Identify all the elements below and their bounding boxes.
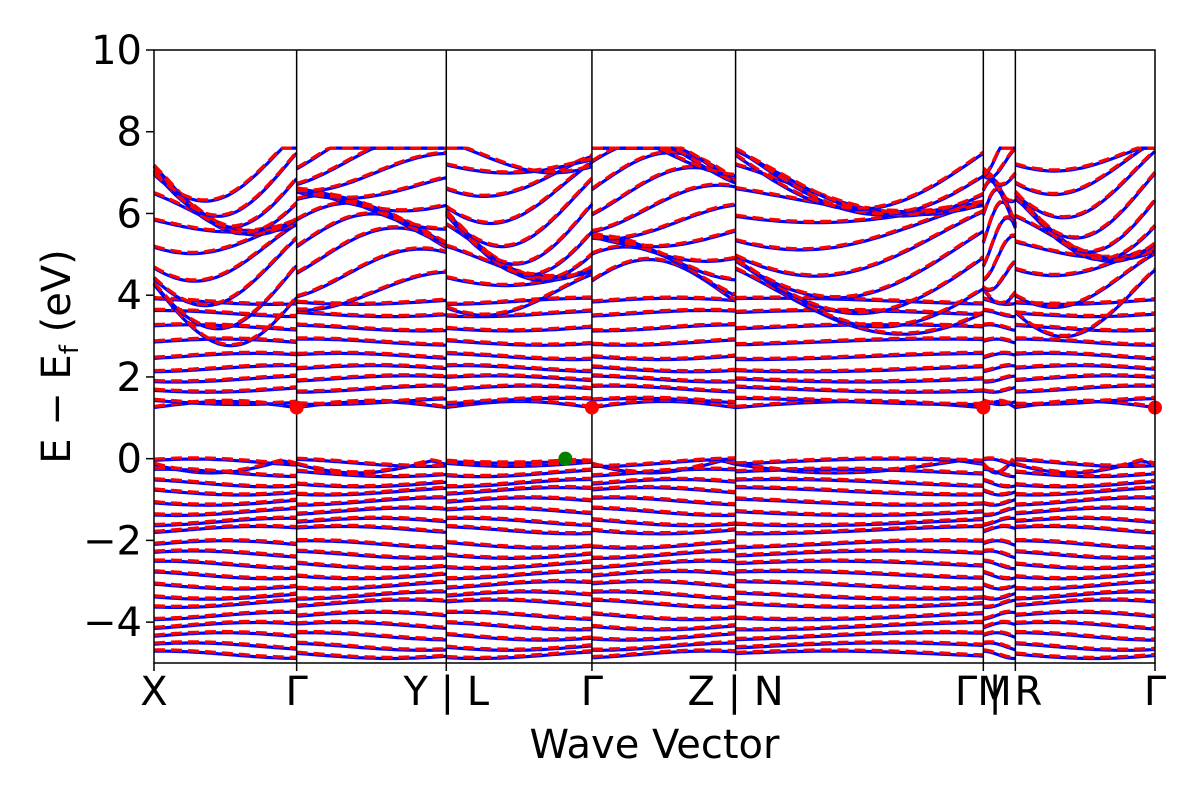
band-edge-marker — [289, 400, 304, 415]
band-line — [153, 495, 1155, 506]
y-tick-label: 4 — [117, 273, 142, 319]
band-line — [153, 523, 1156, 535]
band-line — [153, 648, 1156, 659]
band-line — [153, 336, 1155, 346]
y-axis-ticks: 10 8 6 4 2 0 −2 −4 — [83, 28, 154, 646]
y-axis-label-unit: (eV) — [34, 249, 80, 345]
x-axis-ticks: X Γ Y | L Γ Z | N ΓM| R Γ — [140, 663, 1167, 715]
x-axis-label: Wave Vector — [530, 722, 781, 768]
band-line — [154, 362, 1156, 373]
band-line — [153, 212, 1156, 300]
band-line — [153, 629, 1155, 641]
band-line — [153, 515, 1156, 527]
band-edge-marker — [976, 400, 991, 415]
x-tick-label: ΓM — [955, 669, 1012, 715]
band-line — [153, 609, 1156, 621]
band-line — [153, 578, 1156, 590]
x-tick-label: | R — [988, 669, 1042, 715]
y-tick-label: 6 — [117, 191, 142, 237]
band-line — [153, 568, 1156, 580]
band-line — [152, 146, 1155, 217]
band-edge-marker — [558, 451, 573, 466]
y-tick-label: 2 — [117, 355, 142, 401]
band-line — [153, 640, 1156, 651]
band-line — [153, 395, 1156, 405]
band-edge-markers — [289, 400, 1162, 466]
y-tick-label: 0 — [117, 437, 142, 483]
band-edge-marker — [584, 400, 599, 415]
x-tick-label: Γ — [285, 669, 308, 715]
band-line — [153, 383, 1156, 393]
x-tick-label: X — [140, 669, 167, 715]
y-tick-label: −2 — [83, 518, 142, 564]
band-line — [153, 548, 1156, 559]
k-point-dividers — [295, 50, 1017, 663]
band-line — [153, 558, 1156, 569]
band-line — [153, 456, 1156, 467]
y-axis-label-main: E − E — [34, 354, 80, 464]
x-tick-label: Y | L — [402, 669, 489, 715]
y-tick-label: 8 — [117, 110, 142, 156]
band-line — [153, 619, 1156, 631]
band-line — [153, 538, 1155, 549]
y-axis-label: E − Ef (eV) — [34, 249, 85, 464]
y-tick-label: 10 — [91, 28, 142, 74]
band-line — [153, 350, 1156, 360]
band-line — [154, 307, 1156, 317]
band-line — [152, 256, 1157, 347]
band-line — [153, 373, 1156, 383]
band-line — [153, 476, 1156, 488]
y-tick-label: −4 — [83, 600, 142, 646]
band-line — [153, 505, 1156, 516]
band-line — [153, 597, 1156, 608]
x-tick-label: Γ — [1144, 669, 1167, 715]
plot-frame — [153, 49, 1156, 664]
band-line — [153, 484, 1156, 496]
x-tick-label: Z | N — [687, 669, 783, 715]
band-line — [152, 146, 1155, 210]
y-axis-label-subscript: f — [55, 344, 85, 354]
band-line — [154, 466, 1156, 477]
band-line — [152, 149, 1157, 239]
band-lines — [152, 146, 1157, 661]
band-line — [153, 589, 1156, 600]
x-tick-label: Γ — [581, 669, 604, 715]
band-line — [153, 211, 1156, 299]
